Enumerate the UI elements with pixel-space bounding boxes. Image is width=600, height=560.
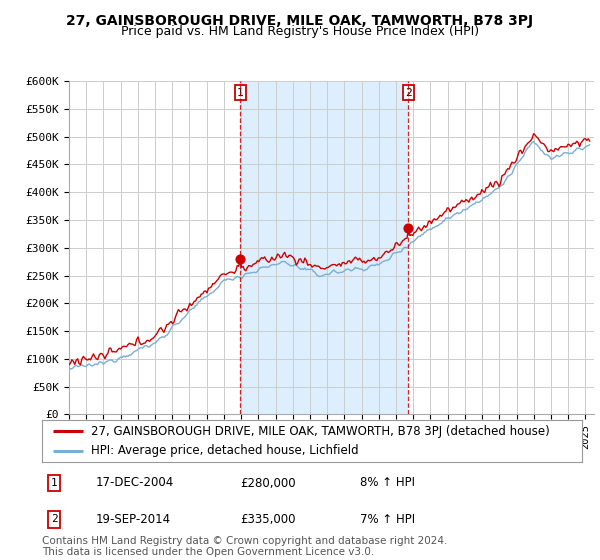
- Text: HPI: Average price, detached house, Lichfield: HPI: Average price, detached house, Lich…: [91, 444, 358, 457]
- Text: 2: 2: [405, 88, 412, 98]
- Point: [404, 224, 413, 233]
- Text: 27, GAINSBOROUGH DRIVE, MILE OAK, TAMWORTH, B78 3PJ: 27, GAINSBOROUGH DRIVE, MILE OAK, TAMWOR…: [67, 14, 533, 28]
- Text: 17-DEC-2004: 17-DEC-2004: [96, 477, 174, 489]
- Text: 19-SEP-2014: 19-SEP-2014: [96, 513, 171, 526]
- Text: 2: 2: [50, 515, 58, 524]
- Text: 1: 1: [50, 478, 58, 488]
- Point: [236, 254, 245, 263]
- Text: 27, GAINSBOROUGH DRIVE, MILE OAK, TAMWORTH, B78 3PJ (detached house): 27, GAINSBOROUGH DRIVE, MILE OAK, TAMWOR…: [91, 425, 550, 438]
- Text: £335,000: £335,000: [240, 513, 296, 526]
- Bar: [241, 81, 409, 414]
- Text: Price paid vs. HM Land Registry's House Price Index (HPI): Price paid vs. HM Land Registry's House …: [121, 25, 479, 38]
- Text: 8% ↑ HPI: 8% ↑ HPI: [360, 477, 415, 489]
- Text: 1: 1: [237, 88, 244, 98]
- Text: Contains HM Land Registry data © Crown copyright and database right 2024.
This d: Contains HM Land Registry data © Crown c…: [42, 535, 448, 557]
- Text: 7% ↑ HPI: 7% ↑ HPI: [360, 513, 415, 526]
- Text: £280,000: £280,000: [240, 477, 296, 489]
